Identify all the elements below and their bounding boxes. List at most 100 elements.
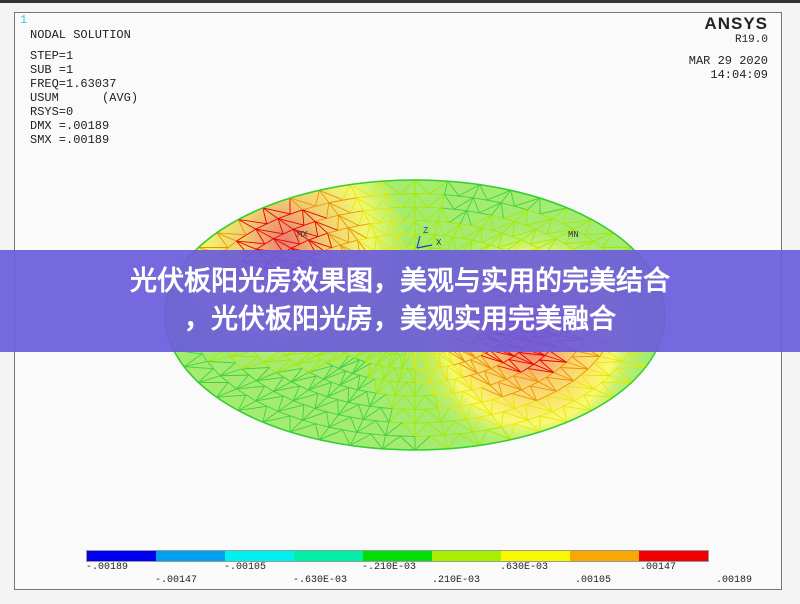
mesh-element bbox=[514, 197, 541, 207]
mesh-element bbox=[500, 426, 512, 440]
mesh-element bbox=[382, 379, 399, 383]
mesh-element bbox=[289, 419, 303, 433]
mesh-element bbox=[349, 432, 358, 446]
mesh-element bbox=[470, 359, 478, 374]
mesh-element bbox=[314, 396, 328, 409]
mesh-element bbox=[339, 239, 358, 246]
mesh-element bbox=[434, 234, 454, 238]
mesh-element bbox=[302, 209, 327, 219]
mesh-element bbox=[443, 352, 454, 366]
mesh-element bbox=[453, 361, 466, 366]
mesh-element bbox=[401, 422, 416, 437]
mesh-element bbox=[424, 355, 429, 369]
timestamp: MAR 29 2020 14:04:09 bbox=[689, 54, 768, 82]
mesh-element bbox=[252, 350, 264, 363]
mesh-element bbox=[414, 180, 431, 195]
mesh-element bbox=[220, 374, 249, 377]
mesh-element bbox=[328, 416, 351, 428]
mesh-element bbox=[273, 381, 292, 392]
info-line: RSYS=0 bbox=[30, 105, 74, 119]
legend-label: -.630E-03 bbox=[293, 575, 348, 586]
mesh-element bbox=[414, 206, 427, 221]
mesh-element bbox=[434, 353, 442, 368]
mesh-element bbox=[491, 214, 516, 222]
mesh-element bbox=[434, 351, 444, 355]
mesh-element bbox=[616, 366, 647, 370]
mesh-element bbox=[573, 240, 594, 250]
mesh-element bbox=[308, 239, 324, 252]
mesh-element bbox=[308, 239, 332, 249]
axis-x-label: X bbox=[436, 238, 442, 248]
mesh-element bbox=[292, 228, 309, 241]
axis-x-line bbox=[416, 244, 433, 249]
mesh-element bbox=[388, 353, 396, 368]
mesh-element bbox=[395, 233, 416, 236]
mesh-element bbox=[382, 367, 396, 381]
mesh-element bbox=[362, 407, 382, 420]
mesh-element bbox=[448, 210, 468, 223]
mesh-element bbox=[256, 376, 284, 382]
info-line: DMX =.00189 bbox=[30, 119, 110, 133]
mesh-element bbox=[344, 352, 355, 359]
mesh-element bbox=[581, 374, 610, 377]
color-legend bbox=[86, 550, 709, 562]
mesh-element bbox=[338, 359, 360, 369]
mesh-element bbox=[440, 364, 454, 368]
mesh-element bbox=[536, 400, 553, 412]
mesh-element bbox=[308, 371, 324, 380]
mesh-element bbox=[437, 394, 445, 409]
mesh-element bbox=[466, 197, 474, 211]
mesh-element bbox=[403, 206, 416, 221]
banner-line-1: 光伏板阳光房效果图，美观与实用的完美结合 bbox=[130, 266, 670, 297]
mesh-element bbox=[352, 373, 368, 378]
mesh-element bbox=[338, 368, 353, 374]
mesh-element bbox=[500, 202, 504, 219]
mesh-element bbox=[395, 367, 400, 383]
mesh-element bbox=[470, 359, 492, 369]
mesh-element bbox=[556, 380, 574, 392]
mesh-element bbox=[414, 233, 435, 236]
mesh-element bbox=[573, 380, 594, 390]
mesh-element bbox=[314, 399, 338, 409]
mesh-element bbox=[447, 351, 454, 366]
mesh-element bbox=[583, 219, 593, 236]
mesh-element bbox=[584, 232, 614, 236]
mesh-element bbox=[587, 356, 601, 370]
mesh-element bbox=[414, 381, 432, 383]
mesh-element bbox=[256, 238, 274, 250]
mesh-element bbox=[491, 408, 516, 416]
mesh-element bbox=[376, 352, 387, 366]
mesh-element bbox=[497, 382, 503, 397]
legend-label: -.00147 bbox=[155, 575, 198, 586]
legend-swatch bbox=[363, 551, 432, 561]
mesh-element bbox=[414, 395, 426, 410]
info-line: FREQ=1.63037 bbox=[30, 77, 117, 91]
mesh-element bbox=[327, 384, 341, 398]
mesh-element bbox=[437, 221, 445, 236]
mesh-element bbox=[447, 180, 460, 197]
mesh-element bbox=[443, 181, 449, 195]
mesh-element bbox=[295, 359, 322, 365]
mesh-element bbox=[318, 426, 330, 440]
mesh-element bbox=[446, 236, 455, 251]
top-border bbox=[0, 0, 800, 3]
mesh-element bbox=[375, 236, 391, 250]
mesh-element bbox=[427, 354, 431, 369]
mesh-element bbox=[452, 364, 464, 378]
mesh-element bbox=[319, 189, 343, 201]
mesh-element bbox=[459, 210, 468, 224]
mesh-element bbox=[479, 416, 502, 428]
mesh-element bbox=[352, 361, 366, 374]
mesh-element bbox=[326, 352, 345, 364]
mesh-element bbox=[419, 355, 429, 369]
mesh-element bbox=[302, 209, 316, 222]
mesh-element bbox=[350, 197, 358, 213]
mesh-element bbox=[369, 394, 387, 407]
mesh-element bbox=[422, 382, 435, 396]
mesh-element bbox=[238, 219, 267, 225]
mesh-element bbox=[551, 207, 568, 219]
mesh-element bbox=[514, 209, 528, 222]
mesh-element bbox=[398, 247, 416, 249]
legend-label: .210E-03 bbox=[432, 575, 481, 586]
mesh-element bbox=[381, 181, 387, 195]
